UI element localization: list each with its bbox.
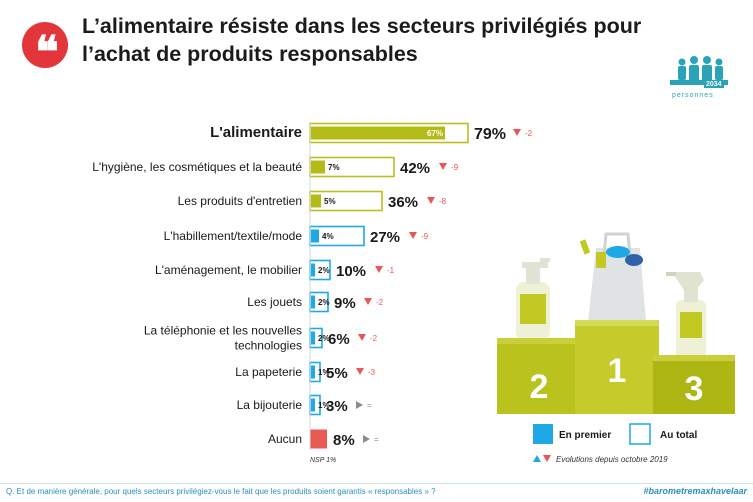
category-label: La papeterie [235, 365, 302, 379]
total-value-label: 5% [326, 365, 348, 382]
bar-first [311, 398, 315, 412]
bars-layer: L'alimentaire 67% 79% -2 L'hygiène, les cosm… [92, 122, 533, 464]
evolution-flat-icon [363, 435, 370, 443]
total-value-label: 10% [336, 263, 366, 280]
legend-total-swatch [629, 423, 651, 445]
evolution-down-icon [358, 334, 366, 341]
bar-first [311, 295, 315, 309]
total-value-label: 27% [370, 229, 400, 246]
pump-bottle-icon [516, 258, 550, 340]
grocery-bag-icon [579, 232, 646, 322]
evolution-label: -2 [370, 334, 378, 343]
spray-bottle-icon [666, 272, 706, 360]
first-value-label: 67% [427, 129, 443, 138]
category-label: Aucun [268, 432, 302, 446]
total-value-label: 42% [400, 160, 430, 177]
bar-total-aucun [310, 429, 327, 449]
legend-first-label: En premier [559, 430, 611, 441]
first-value-label: 1% [318, 368, 330, 377]
bar-first [311, 331, 315, 345]
respondents-logo: 2034 personnes [668, 56, 730, 102]
bar-first [311, 126, 445, 140]
evolution-label: -9 [451, 163, 459, 172]
first-value-label: 2% [318, 266, 330, 275]
evolution-label: = [367, 401, 372, 410]
total-value-label: 79% [474, 126, 506, 143]
footer-divider [0, 483, 753, 484]
total-value-label: 8% [333, 432, 355, 449]
evolution-down-icon [513, 129, 521, 136]
nsp-note: NSP 1% [310, 457, 336, 464]
bar-first [311, 263, 315, 277]
legend-evolution-label: Evolutions depuis octobre 2019 [556, 455, 668, 464]
respondents-caption: personnes [672, 92, 714, 99]
first-value-label: 7% [328, 163, 340, 172]
total-value-label: 3% [326, 398, 348, 415]
evolution-label: -3 [368, 368, 376, 377]
first-value-label: 1% [318, 401, 330, 410]
legend-up-arrow-icon [533, 455, 541, 462]
category-label: Les produits d'entretien [178, 194, 302, 208]
chart-legend: En premier Au total Evolutions depuis oc… [533, 423, 697, 464]
bar-first [311, 160, 325, 174]
first-value-label: 2% [318, 298, 330, 307]
people-icon [670, 56, 728, 85]
respondents-count: 2034 [704, 81, 724, 88]
podium-second: 2 [530, 368, 549, 406]
bar-first [311, 229, 319, 243]
first-value-label: 2% [318, 334, 330, 343]
evolution-label: -2 [376, 298, 384, 307]
category-label: L'hygiène, les cosmétiques et la beauté [92, 160, 302, 174]
bar-first [311, 194, 321, 208]
evolution-down-icon [409, 232, 417, 239]
total-value-label: 36% [388, 194, 418, 211]
first-value-label: 4% [322, 232, 334, 241]
quote-badge-icon: ❝ [22, 22, 68, 77]
evolution-down-icon [427, 197, 435, 204]
podium-third: 3 [685, 370, 704, 408]
category-label: L'aménagement, le mobilier [155, 263, 302, 277]
category-label: La bijouterie [237, 398, 303, 412]
total-value-label: 6% [328, 331, 350, 348]
page-title: L’alimentaire résiste dans les secteurs … [82, 14, 642, 66]
podium-first: 1 [608, 352, 627, 390]
legend-total-label: Au total [660, 430, 697, 441]
category-label: La téléphonie et les nouvelles [144, 324, 302, 338]
category-label: L'alimentaire [210, 124, 302, 141]
survey-question: Q. Et de manière générale, pour quels se… [6, 487, 436, 496]
evolution-down-icon [356, 368, 364, 375]
evolution-down-icon [439, 163, 447, 170]
evolution-label: -1 [387, 266, 395, 275]
evolution-label: = [374, 435, 379, 444]
category-label: technologies [235, 339, 302, 353]
legend-down-arrow-icon [543, 455, 551, 462]
evolution-down-icon [375, 266, 383, 273]
category-label: L'habillement/textile/mode [164, 229, 303, 243]
category-label: Les jouets [247, 295, 302, 309]
evolution-down-icon [364, 298, 372, 305]
podium-illustration: 2 1 3 [497, 232, 735, 414]
evolution-label: -2 [525, 129, 533, 138]
evolution-label: -8 [439, 197, 447, 206]
legend-first-swatch [533, 424, 553, 444]
first-value-label: 5% [324, 197, 336, 206]
evolution-label: -9 [421, 232, 429, 241]
total-value-label: 9% [334, 295, 356, 312]
bar-first [311, 365, 315, 379]
hashtag: #barometremaxhavelaar [643, 486, 747, 496]
evolution-flat-icon [356, 401, 363, 409]
